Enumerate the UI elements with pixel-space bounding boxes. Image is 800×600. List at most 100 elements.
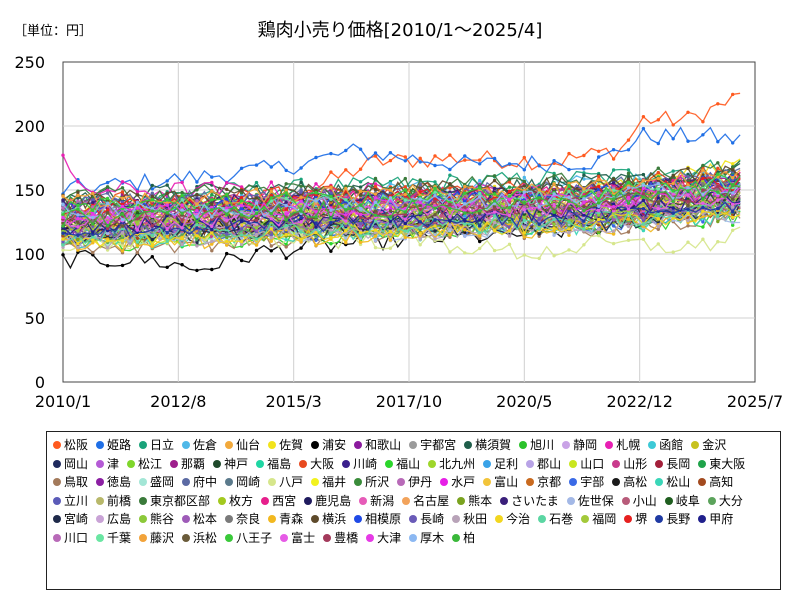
legend-swatch (581, 515, 590, 524)
series-point (552, 192, 556, 196)
series-point (284, 242, 288, 247)
y-tick-label: 50 (25, 309, 45, 328)
series-point (478, 224, 482, 228)
legend-item: 川口 (53, 529, 88, 548)
legend-swatch (53, 441, 61, 450)
series-point (492, 156, 497, 161)
series-point (180, 263, 184, 267)
legend-label: 仙台 (236, 438, 261, 452)
series-point (76, 229, 80, 233)
series-point (626, 180, 631, 185)
series-point (582, 167, 586, 171)
series-point (418, 186, 422, 190)
series-point (492, 207, 497, 211)
series-point (150, 237, 154, 242)
legend-item: 藤沢 (139, 529, 174, 548)
series-point (671, 192, 675, 197)
legend-item: 八戸 (268, 473, 303, 492)
series-point (91, 216, 95, 220)
series-point (284, 168, 288, 173)
series-point (329, 231, 333, 235)
legend-swatch (268, 515, 277, 524)
series-point (448, 153, 452, 157)
series-point (492, 210, 497, 214)
series-point (105, 185, 110, 189)
legend-swatch (409, 441, 418, 450)
series-point (492, 174, 497, 178)
series-point (91, 241, 95, 245)
series-point (76, 241, 80, 246)
series-point (314, 221, 318, 225)
series-point (731, 168, 735, 172)
legend-item: 静岡 (562, 436, 597, 455)
legend-label: 長崎 (420, 512, 445, 526)
series-point (403, 176, 407, 181)
series-point (582, 200, 586, 205)
legend-item: 秋田 (452, 510, 487, 529)
legend-swatch (569, 478, 578, 487)
series-point (135, 236, 140, 241)
series-point (552, 210, 556, 214)
legend-label: 今治 (506, 512, 531, 526)
series-point (537, 205, 541, 209)
series-point (433, 194, 437, 198)
series-point (478, 204, 482, 209)
series-point (403, 212, 407, 216)
legend-item: 大津 (366, 529, 401, 548)
series-point (716, 161, 720, 165)
series-point (403, 235, 407, 240)
x-tick-label: 2012/8 (150, 392, 206, 411)
legend-item: 旭川 (519, 436, 554, 455)
series-point (507, 225, 512, 229)
series-point (671, 208, 675, 213)
series-point (388, 151, 393, 155)
legend-item: 鳥取 (53, 473, 88, 492)
series-point (478, 218, 482, 222)
series-point (135, 200, 140, 204)
series-point (269, 233, 273, 237)
series-point (597, 213, 601, 217)
series-point (478, 186, 482, 190)
legend-swatch (385, 459, 394, 468)
series-point (448, 186, 452, 190)
series-point (195, 268, 199, 273)
series-point (686, 189, 690, 193)
legend-item: 松本 (182, 510, 217, 529)
series-point (210, 193, 214, 197)
series-point (701, 163, 705, 168)
series-point (180, 233, 184, 237)
legend-label: 福山 (396, 456, 421, 471)
series-point (626, 195, 631, 200)
legend-swatch (218, 496, 227, 505)
legend-label: 松江 (138, 456, 163, 471)
series-point (254, 196, 259, 200)
series-point (641, 172, 646, 177)
series-point (284, 223, 288, 228)
legend-swatch (170, 459, 179, 468)
legend-label: 松山 (666, 475, 691, 489)
series-point (299, 190, 303, 194)
series-point (373, 192, 378, 196)
series-point (150, 228, 154, 232)
series-point (76, 196, 80, 200)
series-point (165, 183, 169, 187)
series-point (656, 181, 660, 186)
series-point (344, 204, 348, 209)
legend-item: 長野 (655, 510, 690, 529)
series-point (239, 199, 244, 203)
legend-item: 厚木 (409, 529, 444, 548)
series-point (388, 219, 393, 224)
series-point (522, 155, 526, 160)
legend: 松阪 姫路 日立 佐倉 仙台 佐賀 浦安 和歌山 宇都宮 横須賀 旭川 静岡 札幌 函館 金沢 岡山 津 松江 那覇… (46, 431, 781, 590)
legend-item: 札幌 (605, 436, 640, 455)
legend-label: 秋田 (463, 512, 488, 526)
series-point (299, 216, 303, 220)
legend-label: 金沢 (702, 438, 727, 452)
series-point (373, 151, 378, 155)
series-point (225, 181, 229, 185)
series-point (314, 155, 318, 160)
legend-item: 立川 (53, 492, 88, 511)
series-point (284, 208, 288, 212)
series-point (731, 191, 735, 195)
series-point (105, 208, 110, 212)
